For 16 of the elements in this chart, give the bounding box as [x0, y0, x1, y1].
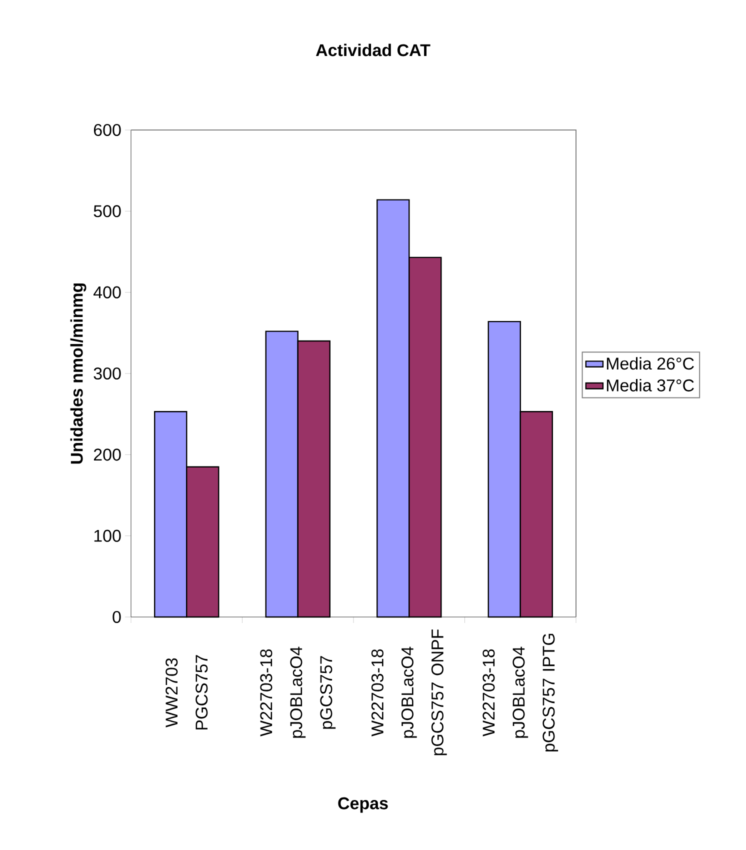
y-tick-label: 600 [94, 124, 121, 136]
x-axis-title: Cepas [338, 797, 388, 813]
x-tick-label: WW2703 PGCS757 [166, 655, 208, 730]
x-tick-label: W22703-18 pJOBLacO4 pGCS757 IPTG [482, 634, 558, 752]
x-tick-label: W22703-18 pJOBLacO4 pGCS757 ONPF [371, 629, 447, 756]
legend-label: Media 26°C [606, 357, 694, 370]
y-axis-title: Unidades nmol/minmg [70, 283, 86, 464]
y-tick-label: 300 [94, 367, 121, 380]
y-tick-label: 500 [94, 205, 121, 218]
y-tick-label: 0 [112, 610, 121, 624]
y-tick-label: 100 [94, 530, 121, 542]
x-tick-label: W22703-18 pJOBLacO4 pGCS757 [260, 646, 336, 738]
y-tick-label: 400 [93, 286, 121, 298]
legend-label: Media 37°C [606, 378, 694, 392]
chart-title: Actividad CAT [316, 44, 430, 56]
y-tick-label: 200 [94, 448, 121, 461]
